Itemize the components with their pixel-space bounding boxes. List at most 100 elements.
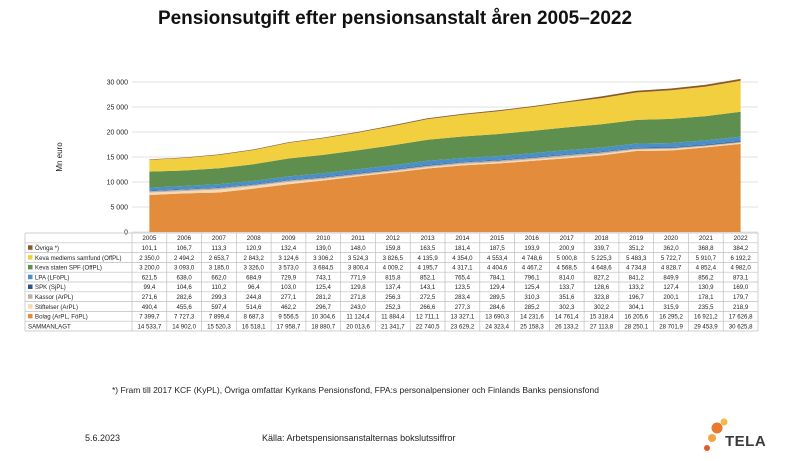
data-label: 796,1 — [524, 274, 540, 281]
legend-swatch — [28, 294, 33, 299]
data-label: 235,5 — [698, 304, 714, 311]
data-label: 462,2 — [281, 304, 297, 311]
data-label: 4 568,5 — [557, 265, 578, 272]
data-label: 3 306,2 — [313, 255, 334, 262]
data-label: 4 404,6 — [487, 265, 508, 272]
data-label: 129,8 — [350, 284, 366, 291]
data-label: 323,8 — [594, 294, 610, 301]
area-keva-medlems-samfund-offpl — [149, 80, 741, 172]
data-label: 765,4 — [455, 274, 471, 281]
data-label: 856,2 — [698, 274, 714, 281]
area-keva-staten-spf-offpl — [149, 111, 741, 188]
total-label: 21 341,7 — [381, 323, 405, 330]
total-label: 28 701,9 — [659, 323, 683, 330]
data-label: 362,0 — [663, 245, 679, 252]
data-label: 120,9 — [246, 245, 262, 252]
area-bolag-arpl-f-pl — [149, 143, 741, 232]
data-label: 5 483,3 — [626, 255, 647, 262]
data-label: 125,4 — [524, 284, 540, 291]
data-label: 218,9 — [733, 304, 749, 311]
data-label: 3 124,6 — [278, 255, 299, 262]
data-label: 256,3 — [385, 294, 401, 301]
data-label: 178,1 — [698, 294, 714, 301]
data-label: 4 648,6 — [591, 265, 612, 272]
data-label: 4 317,1 — [452, 265, 473, 272]
x-tick-label: 2018 — [594, 235, 609, 242]
x-tick-label: 2012 — [386, 235, 401, 242]
data-label: 5 000,8 — [557, 255, 578, 262]
data-label: 11 884,4 — [381, 314, 405, 321]
data-label: 368,8 — [698, 245, 714, 252]
total-label: 24 323,4 — [485, 323, 509, 330]
data-label: 285,2 — [524, 304, 540, 311]
data-label: 841,2 — [629, 274, 645, 281]
x-tick-label: 2013 — [421, 235, 436, 242]
x-tick-label: 2016 — [525, 235, 540, 242]
data-label: 179,7 — [733, 294, 749, 301]
data-label: 129,4 — [490, 284, 506, 291]
data-label: 299,3 — [211, 294, 227, 301]
data-label: 3 573,0 — [278, 265, 299, 272]
total-label: 28 250,1 — [624, 323, 648, 330]
tela-logo-icon — [704, 418, 728, 451]
data-label: 296,7 — [316, 304, 332, 311]
x-tick-label: 2011 — [351, 235, 365, 242]
data-label: 181,4 — [455, 245, 471, 252]
data-label: 282,6 — [177, 294, 193, 301]
data-label: 283,4 — [455, 294, 471, 301]
y-tick-label: 10 000 — [107, 180, 129, 187]
data-label: 6 192,2 — [730, 255, 751, 262]
y-tick-label: 30 000 — [107, 80, 129, 87]
data-label: 3 800,4 — [348, 265, 369, 272]
data-label: 10 304,6 — [311, 314, 335, 321]
y-tick-label: 15 000 — [107, 155, 129, 162]
x-tick-label: 2008 — [247, 235, 262, 242]
y-tick-label: 5 000 — [110, 205, 128, 212]
x-tick-label: 2014 — [455, 235, 470, 242]
data-label: 784,1 — [490, 274, 506, 281]
data-label: 5 225,3 — [591, 255, 612, 262]
data-label: 771,9 — [350, 274, 366, 281]
data-label: 2 843,2 — [244, 255, 265, 262]
data-label: 13 327,1 — [451, 314, 475, 321]
data-label: 8 687,3 — [244, 314, 265, 321]
total-label: 14 533,7 — [138, 323, 162, 330]
x-tick-label: 2019 — [629, 235, 644, 242]
legend-entry: Övriga *) — [35, 245, 59, 252]
date-label: 5.6.2023 — [85, 433, 121, 443]
data-label: 729,9 — [281, 274, 297, 281]
data-label: 196,7 — [629, 294, 645, 301]
data-label: 271,6 — [142, 294, 158, 301]
data-label: 5 910,7 — [696, 255, 717, 262]
data-label: 2 494,2 — [174, 255, 195, 262]
legend-entry: Keva staten SPF (OffPL) — [35, 265, 102, 272]
data-label: 133,2 — [629, 284, 645, 291]
data-label: 14 231,6 — [520, 314, 544, 321]
data-label: 123,5 — [455, 284, 471, 291]
data-label: 384,2 — [733, 245, 749, 252]
data-label: 200,9 — [559, 245, 575, 252]
data-label: 814,0 — [559, 274, 575, 281]
area-stiftelser-arpl — [149, 142, 741, 196]
data-label: 3 826,5 — [383, 255, 404, 262]
legend-swatch — [28, 245, 33, 250]
legend-entry: Stiftelser (ArPL) — [35, 304, 78, 311]
data-label: 849,9 — [663, 274, 679, 281]
data-label: 304,1 — [629, 304, 645, 311]
data-label: 125,4 — [316, 284, 332, 291]
data-label: 3 200,0 — [139, 265, 160, 272]
data-label: 827,2 — [594, 274, 610, 281]
data-label: 621,5 — [142, 274, 158, 281]
data-label: 281,2 — [316, 294, 332, 301]
data-label: 3 326,0 — [244, 265, 265, 272]
data-label: 289,5 — [490, 294, 506, 301]
data-label: 4 982,0 — [730, 265, 751, 272]
data-label: 252,3 — [385, 304, 401, 311]
data-label: 455,6 — [177, 304, 193, 311]
area-lpa-lf-pl — [149, 136, 741, 191]
y-tick-label: 20 000 — [107, 130, 129, 137]
data-label: 4 135,9 — [417, 255, 438, 262]
data-label: 110,2 — [212, 284, 227, 291]
data-label: 96,4 — [248, 284, 260, 291]
